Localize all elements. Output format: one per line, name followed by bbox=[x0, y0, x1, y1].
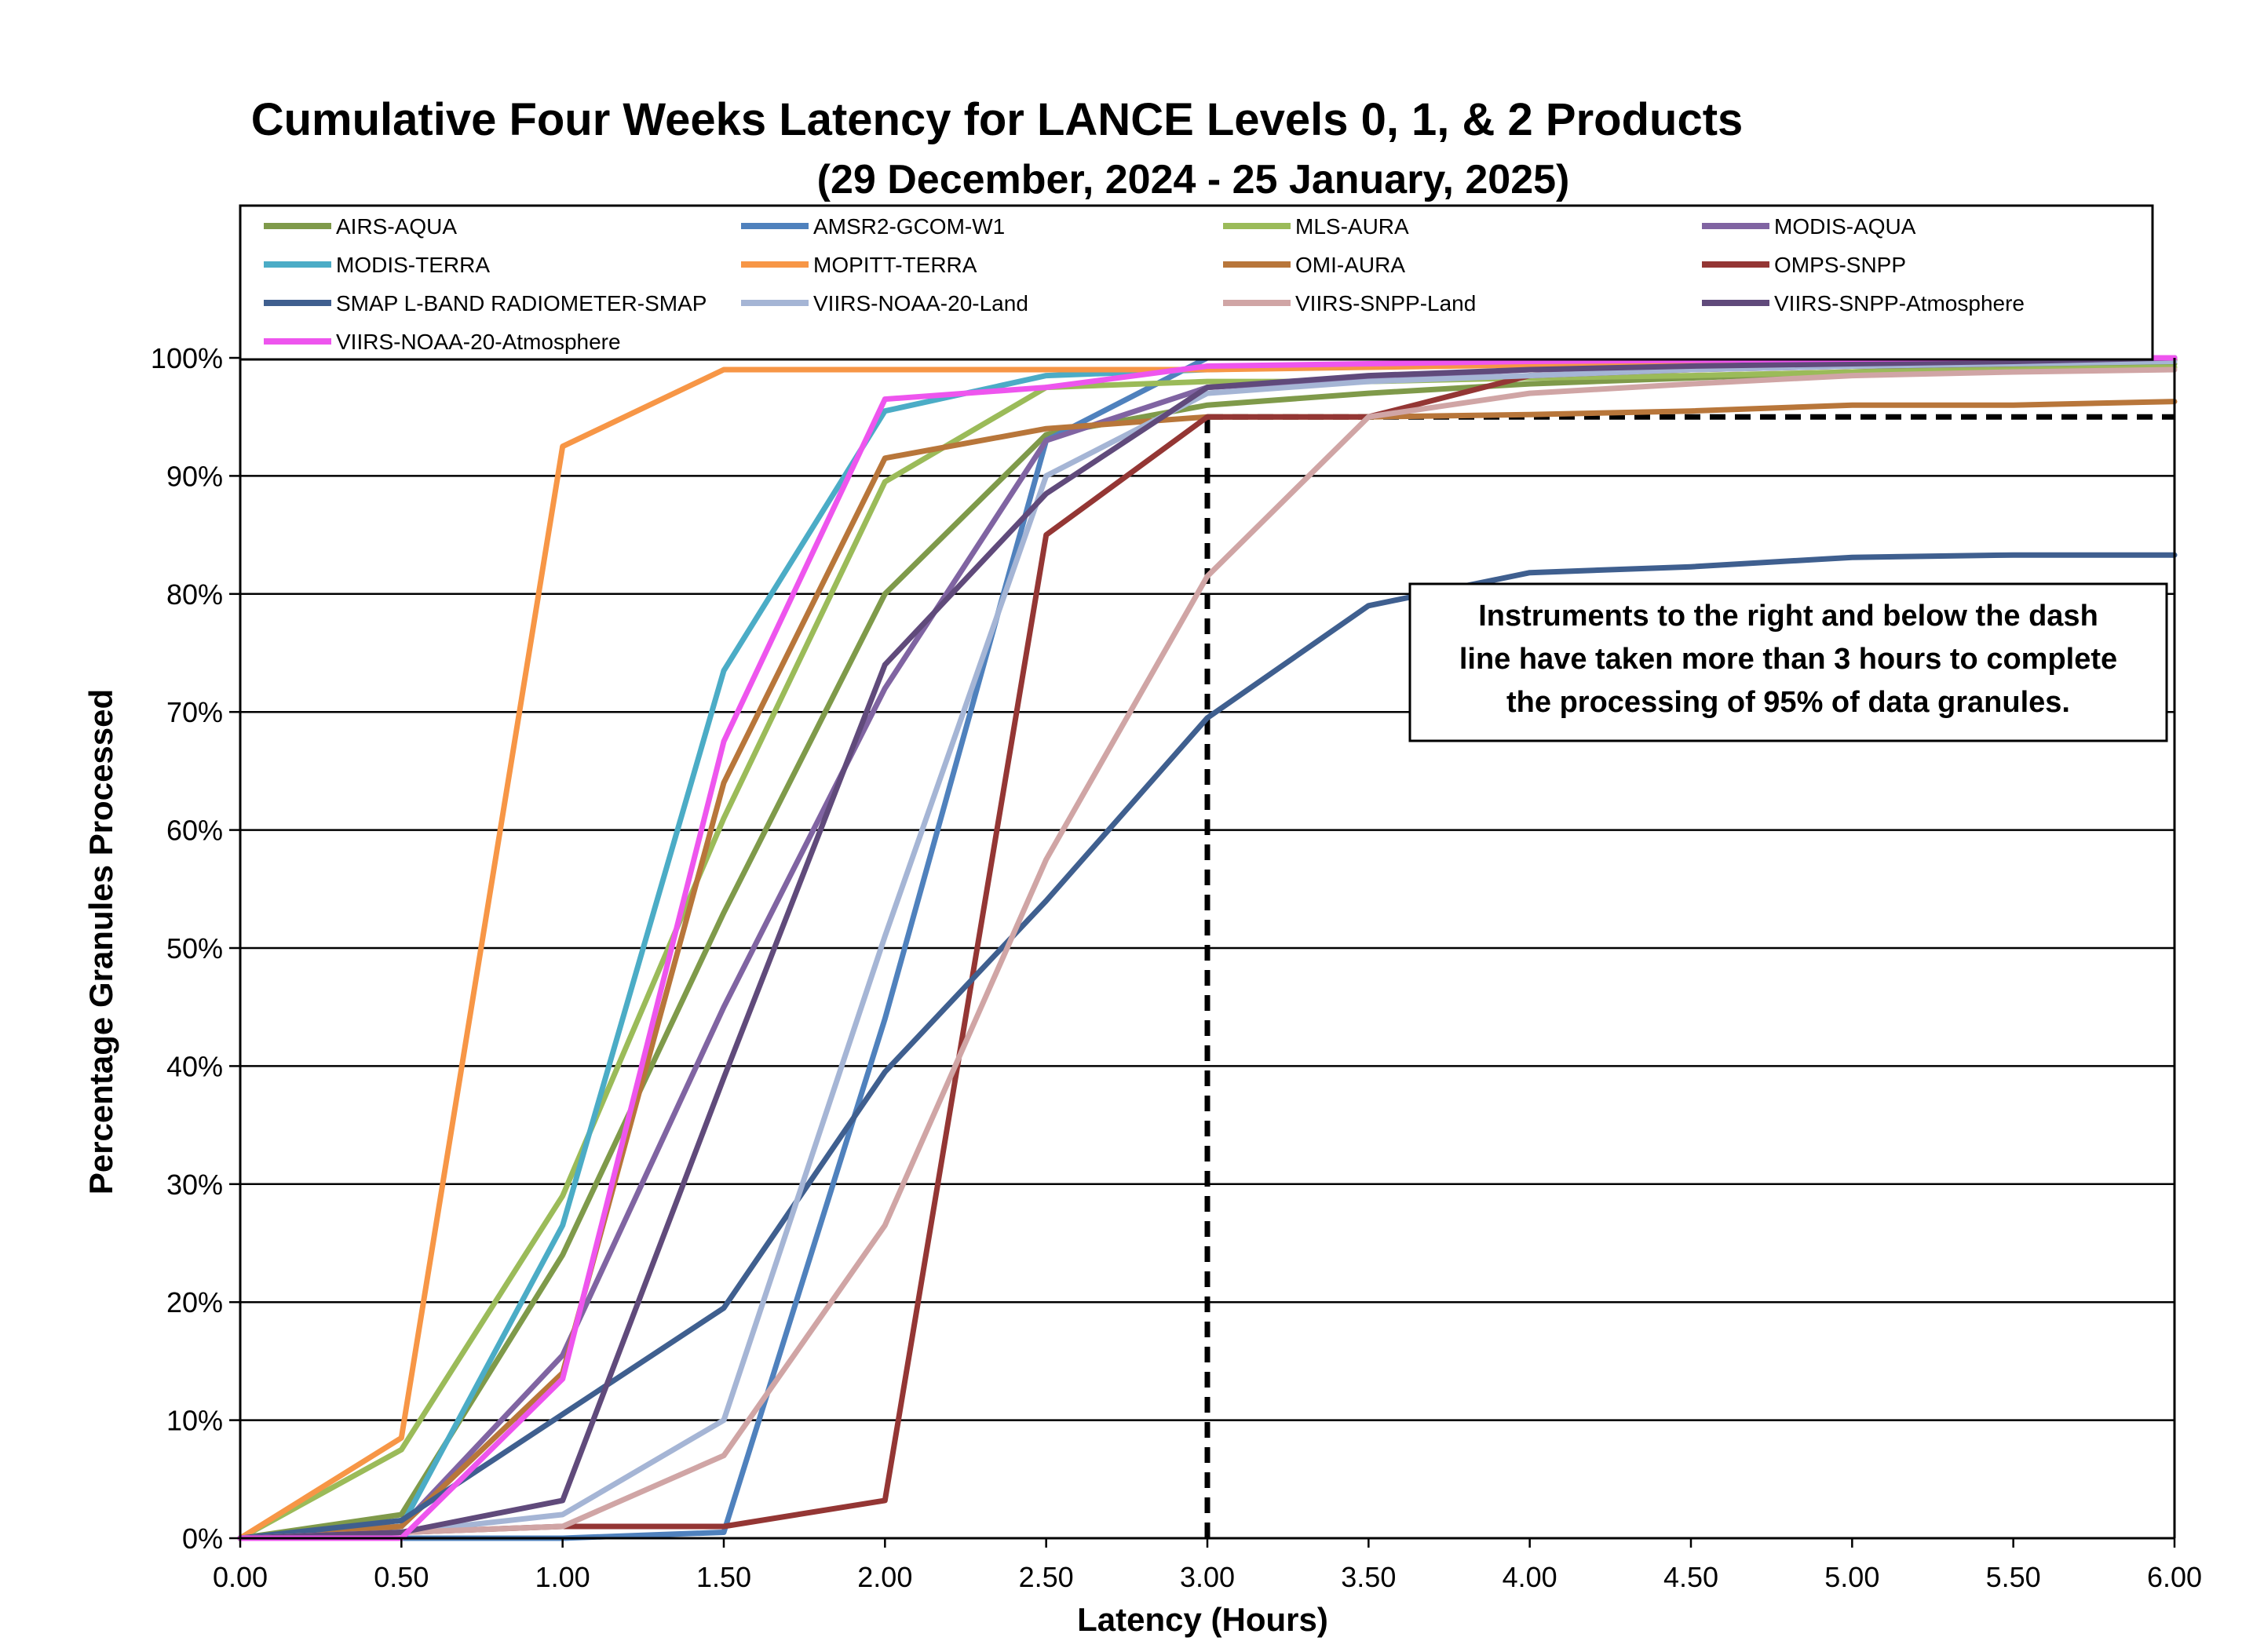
x-tick-label: 0.50 bbox=[374, 1561, 429, 1593]
legend-label: VIIRS-NOAA-20-Atmosphere bbox=[336, 330, 621, 354]
x-tick-label: 2.50 bbox=[1019, 1561, 1074, 1593]
annotation-line-2: line have taken more than 3 hours to com… bbox=[1459, 643, 2117, 676]
x-tick-label: 3.00 bbox=[1180, 1561, 1235, 1593]
y-axis-label: Percentage Granules Processed bbox=[82, 689, 119, 1194]
x-tick-label: 5.00 bbox=[1824, 1561, 1879, 1593]
series-line-viirs-snpp-land bbox=[237, 367, 2178, 1541]
x-tick-label: 4.00 bbox=[1503, 1561, 1557, 1593]
y-tick-label: 90% bbox=[166, 460, 223, 492]
legend-label: AMSR2-GCOM-W1 bbox=[813, 214, 1005, 239]
x-tick-label: 1.00 bbox=[535, 1561, 590, 1593]
y-tick-label: 80% bbox=[166, 578, 223, 611]
series-line-mls-aura bbox=[237, 364, 2178, 1541]
y-tick-label: 70% bbox=[166, 696, 223, 728]
x-tick-label: 3.50 bbox=[1341, 1561, 1396, 1593]
y-tick-label: 40% bbox=[166, 1050, 223, 1082]
legend: AIRS-AQUA AMSR2-GCOM-W1 MLS-AURA MODIS-AQUA… bbox=[239, 204, 2154, 361]
chart-subtitle: (29 December, 2024 - 25 January, 2025) bbox=[817, 157, 1570, 202]
series-line-smap-l-band-radiometer-smap bbox=[237, 552, 2178, 1541]
x-tick-label: 1.50 bbox=[696, 1561, 751, 1593]
annotation-box: Instruments to the right and below the d… bbox=[1408, 582, 2168, 742]
x-tick-label: 6.00 bbox=[2147, 1561, 2202, 1593]
legend-label: OMI-AURA bbox=[1295, 253, 1405, 277]
y-tick-label: 20% bbox=[166, 1286, 223, 1318]
annotation-line-1: Instruments to the right and below the d… bbox=[1478, 600, 2098, 633]
annotation-line-3: the processing of 95% of data granules. bbox=[1506, 686, 2070, 719]
legend-label: MOPITT-TERRA bbox=[813, 253, 977, 277]
x-tick-label: 2.00 bbox=[857, 1561, 912, 1593]
legend-label: VIIRS-NOAA-20-Land bbox=[813, 291, 1028, 315]
legend-label: MODIS-TERRA bbox=[336, 253, 490, 277]
x-axis-ticks: 0.00 0.50 1.00 1.50 2.00 2.50 3.00 3.50 4.00 4.50… bbox=[213, 1538, 2202, 1593]
chart-title: Cumulative Four Weeks Latency for LANCE … bbox=[251, 94, 1744, 145]
x-tick-label: 0.00 bbox=[213, 1561, 268, 1593]
legend-label: VIIRS-SNPP-Land bbox=[1295, 291, 1476, 315]
y-tick-label: 100% bbox=[151, 342, 223, 374]
y-axis-ticks: 0% 10% 20% 30% 40% 50% 60% 70% 80% 90% 100% bbox=[151, 342, 240, 1555]
legend-label: VIIRS-SNPP-Atmosphere bbox=[1774, 291, 2025, 315]
x-axis-label: Latency (Hours) bbox=[1077, 1601, 1328, 1638]
legend-label: MLS-AURA bbox=[1295, 214, 1409, 239]
legend-label: SMAP L-BAND RADIOMETER-SMAP bbox=[336, 291, 707, 315]
x-tick-label: 4.50 bbox=[1663, 1561, 1718, 1593]
series-line-viirs-snpp-atmosphere bbox=[237, 355, 2178, 1541]
y-tick-label: 0% bbox=[182, 1523, 223, 1555]
legend-label: OMPS-SNPP bbox=[1774, 253, 1906, 277]
x-tick-label: 5.50 bbox=[1986, 1561, 2041, 1593]
y-tick-label: 50% bbox=[166, 932, 223, 965]
legend-label: AIRS-AQUA bbox=[336, 214, 457, 239]
legend-label: MODIS-AQUA bbox=[1774, 214, 1916, 239]
y-tick-label: 60% bbox=[166, 815, 223, 847]
y-tick-label: 10% bbox=[166, 1405, 223, 1437]
y-tick-label: 30% bbox=[166, 1169, 223, 1201]
